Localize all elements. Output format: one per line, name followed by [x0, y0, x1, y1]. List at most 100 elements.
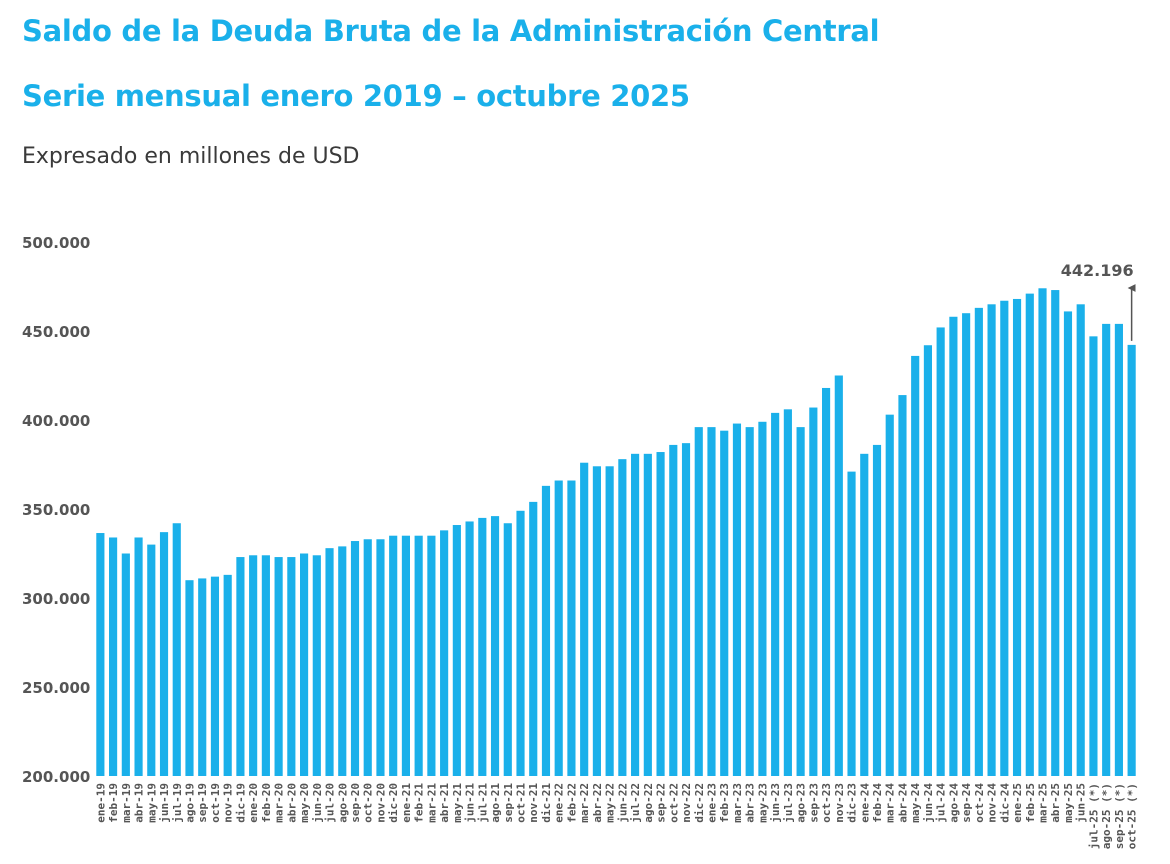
- bar-jul-25: [1089, 336, 1098, 776]
- bar-may-20: [300, 553, 309, 776]
- y-tick-label: 250.000: [22, 679, 90, 697]
- bar-ene-19: [96, 533, 105, 776]
- bar-ene-23: [707, 427, 716, 776]
- x-tick-label: oct-22: [667, 783, 680, 823]
- y-tick-label: 500.000: [22, 234, 90, 252]
- bar-ago-24: [949, 316, 958, 776]
- bar-sep-23: [809, 407, 818, 776]
- bar-feb-22: [567, 480, 576, 776]
- bar-may-22: [605, 466, 614, 776]
- bar-sep-22: [656, 452, 665, 776]
- chart-subtitle: Serie mensual enero 2019 – octubre 2025: [22, 79, 690, 113]
- bar-feb-25: [1025, 293, 1034, 776]
- x-tick-label: sep-20: [349, 783, 362, 823]
- bar-jul-20: [325, 548, 334, 776]
- x-tick-label: may-24: [909, 783, 922, 823]
- y-tick-label: 450.000: [22, 323, 90, 341]
- x-tick-label: dic-19: [234, 783, 247, 823]
- x-tick-label: nov-22: [680, 783, 693, 823]
- x-tick-label: jul-23: [782, 783, 795, 823]
- bar-may-19: [147, 544, 156, 776]
- x-tick-label: dic-23: [846, 783, 859, 823]
- bar-sep-25: [1114, 323, 1123, 776]
- annotation-label: 442.196: [1061, 261, 1134, 280]
- bar-dic-20: [389, 535, 398, 776]
- bar-jun-20: [312, 555, 321, 776]
- bar-ago-25: [1102, 323, 1111, 776]
- bar-jul-19: [172, 523, 181, 776]
- x-tick-label: abr-24: [896, 783, 909, 823]
- last-value-annotation: 442.196: [1061, 261, 1136, 341]
- bar-feb-23: [720, 430, 729, 776]
- x-tick-label: oct-20: [362, 783, 375, 823]
- x-tick-label: ene-20: [247, 783, 260, 823]
- x-tick-label: oct-21: [515, 783, 528, 823]
- bar-dic-24: [1000, 300, 1009, 776]
- x-tick-label: oct-23: [820, 783, 833, 823]
- bar-oct-19: [210, 576, 220, 776]
- chart-title: Saldo de la Deuda Bruta de la Administra…: [22, 14, 880, 48]
- y-tick-label: 300.000: [22, 590, 90, 608]
- bar-nov-19: [223, 574, 232, 776]
- bar-feb-20: [261, 555, 270, 776]
- x-tick-label: jun-23: [769, 783, 782, 823]
- x-tick-label: ene-21: [400, 783, 413, 823]
- x-tick-label: mar-19: [120, 783, 133, 823]
- x-tick-label: feb-25: [1024, 783, 1037, 823]
- bar-may-24: [911, 355, 920, 776]
- x-tick-label: mar-21: [425, 783, 438, 823]
- bar-ene-24: [860, 453, 869, 776]
- x-tick-label: nov-19: [222, 783, 235, 823]
- bar-ago-22: [643, 453, 652, 776]
- x-tick-label: oct-25 (*): [1126, 783, 1139, 849]
- x-tick-label: jul-21: [476, 783, 489, 823]
- x-tick-label: mar-25: [1037, 783, 1050, 823]
- bar-abr-21: [440, 530, 449, 776]
- x-tick-label: feb-19: [107, 783, 120, 823]
- x-tick-label: mar-22: [578, 783, 591, 823]
- x-tick-label: ago-23: [795, 783, 808, 823]
- bar-mar-19: [121, 553, 130, 776]
- x-tick-label: feb-20: [260, 783, 273, 823]
- x-tick-label: may-22: [604, 783, 617, 823]
- x-tick-label: jul-24: [935, 783, 948, 823]
- bar-abr-20: [287, 557, 296, 776]
- bar-ago-19: [185, 580, 194, 776]
- x-tick-label: nov-23: [833, 783, 846, 823]
- x-tick-label: jun-22: [616, 783, 629, 823]
- bar-mar-23: [732, 423, 742, 776]
- x-tick-label: sep-23: [807, 783, 820, 823]
- x-tick-label: may-20: [298, 783, 311, 823]
- x-tick-label: jul-20: [324, 783, 337, 823]
- y-axis-ticks: 200.000 250.000 300.000 350.000 400.000 450.0…: [22, 234, 90, 786]
- x-tick-label: jul-25 (*): [1087, 783, 1100, 849]
- bar-may-21: [452, 525, 461, 776]
- x-tick-label: jun-25: [1075, 783, 1088, 823]
- x-tick-label: nov-20: [374, 783, 387, 823]
- bar-feb-19: [109, 537, 118, 776]
- bar-oct-23: [822, 387, 831, 776]
- x-tick-label: jun-20: [311, 783, 324, 823]
- x-tick-label: sep-21: [502, 783, 515, 823]
- bar-nov-22: [681, 443, 691, 776]
- x-tick-label: abr-25: [1049, 783, 1062, 823]
- x-tick-label: sep-22: [655, 783, 668, 823]
- bar-abr-24: [898, 395, 907, 776]
- bar-feb-21: [414, 535, 423, 776]
- bar-abr-19: [134, 537, 143, 776]
- x-tick-label: ago-21: [489, 783, 502, 823]
- x-tick-label: ago-24: [947, 783, 960, 823]
- x-tick-label: nov-24: [986, 783, 999, 823]
- bar-oct-21: [516, 510, 525, 776]
- x-tick-label: feb-21: [413, 783, 426, 823]
- bar-sep-20: [350, 541, 360, 776]
- bar-mar-22: [580, 462, 589, 776]
- bar-dic-19: [236, 557, 245, 776]
- bar-ago-23: [796, 427, 805, 776]
- x-tick-label: dic-21: [540, 783, 553, 823]
- unit-note: Expresado en millones de USD: [22, 144, 360, 169]
- bar-mar-25: [1038, 288, 1047, 776]
- bar-nov-24: [987, 304, 996, 776]
- x-tick-label: sep-24: [960, 783, 973, 823]
- bar-jun-22: [618, 459, 627, 776]
